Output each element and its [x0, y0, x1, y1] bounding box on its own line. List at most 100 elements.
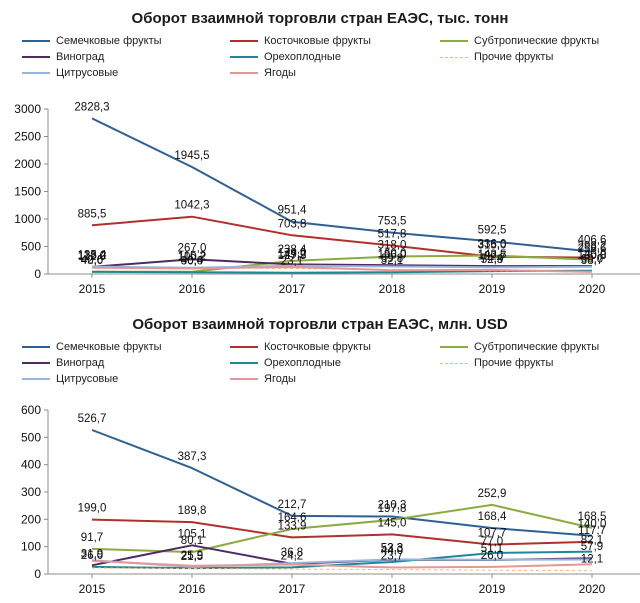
series-line [91, 117, 593, 253]
data-label: 117,7 [578, 525, 606, 537]
data-label: 44,0 [381, 545, 403, 557]
data-label: 128,2 [78, 250, 107, 262]
data-label: 135,4 [78, 250, 107, 262]
data-label: 885,5 [78, 208, 107, 220]
y-tick-label: 300 [21, 485, 41, 499]
data-label: 149,2 [278, 249, 307, 261]
legend-label: Ягоды [264, 373, 296, 385]
y-tick-label: 500 [21, 240, 41, 254]
legend-item: Цитрусовые [22, 66, 230, 80]
legend-swatch [22, 40, 50, 42]
y-tick-label: 400 [21, 458, 41, 472]
x-tick-label: 2020 [579, 282, 606, 296]
data-label: 115,2 [178, 251, 206, 263]
x-tick-label: 2017 [279, 282, 306, 296]
data-label: 1945,5 [174, 150, 209, 162]
legend-item: Ягоды [230, 66, 440, 80]
legend-swatch [230, 40, 258, 42]
legend-swatch [440, 56, 468, 58]
data-label: 36,8 [281, 547, 303, 559]
chart-title: Оборот взаимной торговли стран ЕАЭС, млн… [132, 316, 508, 333]
data-label: 100,2 [178, 251, 207, 263]
legend-item: Виноград [22, 356, 230, 370]
legend-item: Косточковые фрукты [230, 34, 440, 48]
series-line [91, 429, 593, 537]
y-tick-label: 100 [21, 540, 41, 554]
data-label: 26,0 [481, 550, 503, 562]
data-label: 25,9 [181, 550, 203, 562]
plot-area: 0 500 1000 1500 2000 2500 3000 2015 2016 2017 2018… [14, 101, 640, 296]
data-label: 252,9 [478, 488, 507, 500]
data-label: 406,6 [578, 235, 607, 247]
data-label: 136,0 [378, 250, 407, 262]
data-label: 160,0 [378, 248, 407, 260]
legend-swatch [22, 56, 50, 58]
data-label: 753,5 [378, 216, 407, 228]
data-label: 53,3 [381, 542, 403, 554]
legend-label: Косточковые фрукты [264, 341, 371, 353]
data-label: 164,6 [278, 512, 307, 524]
data-label: 40,0 [81, 255, 103, 267]
data-label: 80,1 [181, 535, 203, 547]
legend-item: Цитрусовые [22, 372, 230, 386]
data-label: 23,1 [281, 256, 303, 268]
data-label: 21,5 [181, 551, 203, 563]
data-label: 318,0 [378, 240, 407, 252]
data-label: 1042,3 [174, 200, 209, 212]
data-label: 145,0 [578, 249, 607, 261]
legend-item: Виноград [22, 50, 230, 64]
legend-swatch [22, 362, 50, 364]
series-line [91, 215, 593, 259]
legend-swatch [440, 346, 468, 348]
data-label: 42,6 [81, 255, 103, 267]
data-label: 60,0 [581, 254, 603, 266]
x-tick-label: 2018 [379, 582, 406, 596]
legend-label: Косточковые фрукты [264, 35, 371, 47]
data-label: 31,9 [81, 548, 103, 560]
data-label: 133,9 [278, 520, 307, 532]
legend-label: Орехоплодные [264, 51, 341, 63]
data-label: 122,7 [478, 250, 507, 262]
data-label: 951,4 [278, 205, 307, 217]
legend-swatch [230, 56, 258, 58]
data-label: 23,7 [381, 551, 403, 563]
legend-swatch [230, 378, 258, 380]
data-label: 105,1 [178, 528, 207, 540]
x-tick-label: 2017 [279, 582, 306, 596]
y-tick-label: 2000 [14, 157, 41, 171]
data-label: 107,7 [478, 528, 507, 540]
x-tick-label: 2020 [579, 582, 606, 596]
data-label: 38,7 [581, 255, 603, 267]
series-line [91, 544, 593, 567]
data-label: 82,1 [581, 535, 603, 547]
data-label: 189,8 [178, 505, 207, 517]
legend-swatch [22, 378, 50, 380]
x-tick-label: 2016 [179, 282, 206, 296]
legend-label: Орехоплодные [264, 357, 341, 369]
legend-label: Виноград [56, 357, 105, 369]
y-tick-label: 0 [34, 567, 41, 581]
y-tick-label: 0 [34, 267, 41, 281]
data-label: 69,8 [381, 253, 403, 265]
legend-swatch [230, 346, 258, 348]
x-tick-label: 2016 [179, 582, 206, 596]
legend-label: Субтропические фрукты [474, 35, 600, 47]
legend-label: Прочие фрукты [474, 357, 554, 369]
series-line [91, 266, 593, 273]
y-tick-label: 2500 [14, 130, 41, 144]
legend-item: Семечковые фрукты [22, 340, 230, 354]
data-label: 26,0 [81, 550, 103, 562]
legend-label: Семечковые фрукты [56, 35, 162, 47]
data-label: 315,0 [478, 240, 507, 252]
data-label: 168,4 [478, 511, 507, 523]
legend-item: Прочие фрукты [440, 50, 632, 64]
data-label: 40,4 [181, 255, 204, 267]
data-label: 267,0 [178, 242, 207, 254]
data-label: 210,3 [378, 500, 407, 512]
data-label: 52,3 [481, 254, 503, 266]
data-label: 199,0 [78, 503, 107, 515]
legend-item: Орехоплодные [230, 50, 440, 64]
data-label: 592,5 [478, 224, 507, 236]
legend-label: Виноград [56, 51, 105, 63]
data-label: 298,2 [578, 241, 607, 253]
